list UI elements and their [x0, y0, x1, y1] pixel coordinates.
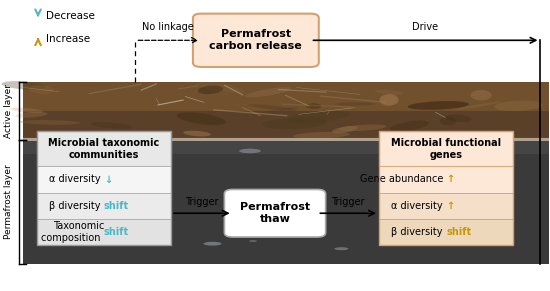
- Text: Active layer: Active layer: [4, 84, 13, 138]
- Ellipse shape: [15, 112, 48, 118]
- Text: shift: shift: [104, 201, 129, 211]
- FancyBboxPatch shape: [37, 166, 171, 193]
- Ellipse shape: [183, 131, 211, 136]
- Ellipse shape: [375, 90, 403, 95]
- Text: ↑: ↑: [446, 201, 454, 211]
- Ellipse shape: [56, 167, 68, 170]
- Ellipse shape: [440, 117, 456, 125]
- Ellipse shape: [249, 240, 257, 242]
- Ellipse shape: [336, 102, 376, 106]
- Ellipse shape: [266, 107, 299, 113]
- FancyBboxPatch shape: [379, 131, 513, 166]
- Ellipse shape: [338, 125, 387, 131]
- Ellipse shape: [148, 198, 163, 201]
- Ellipse shape: [29, 85, 54, 94]
- Text: Permafrost
carbon release: Permafrost carbon release: [210, 29, 302, 51]
- FancyBboxPatch shape: [23, 82, 548, 111]
- Ellipse shape: [390, 120, 429, 132]
- Text: β diversity: β diversity: [392, 227, 446, 237]
- Text: ↑: ↑: [446, 175, 454, 184]
- Ellipse shape: [293, 132, 350, 139]
- Ellipse shape: [249, 104, 297, 111]
- Text: Increase: Increase: [46, 34, 90, 44]
- Ellipse shape: [287, 111, 350, 123]
- Text: Trigger: Trigger: [332, 198, 365, 207]
- Text: shift: shift: [104, 227, 129, 237]
- FancyBboxPatch shape: [23, 137, 548, 154]
- Ellipse shape: [196, 82, 244, 93]
- Text: shift: shift: [446, 227, 471, 237]
- Text: Decrease: Decrease: [46, 11, 95, 21]
- Ellipse shape: [261, 194, 283, 204]
- FancyBboxPatch shape: [23, 140, 548, 264]
- Text: ↓: ↓: [104, 175, 112, 184]
- FancyBboxPatch shape: [37, 219, 171, 245]
- FancyBboxPatch shape: [379, 219, 513, 245]
- Ellipse shape: [198, 86, 223, 94]
- Ellipse shape: [91, 122, 132, 129]
- Text: Permafrost
thaw: Permafrost thaw: [240, 203, 310, 224]
- Ellipse shape: [366, 212, 373, 214]
- Ellipse shape: [10, 108, 43, 113]
- Ellipse shape: [446, 114, 471, 122]
- FancyBboxPatch shape: [379, 193, 513, 219]
- FancyBboxPatch shape: [193, 14, 319, 67]
- Ellipse shape: [424, 193, 436, 196]
- Ellipse shape: [239, 149, 261, 153]
- Text: No linkage: No linkage: [142, 22, 194, 32]
- FancyBboxPatch shape: [224, 189, 326, 237]
- Text: Taxonomic
composition: Taxonomic composition: [41, 221, 104, 243]
- FancyBboxPatch shape: [37, 131, 171, 166]
- Text: Permafrost layer: Permafrost layer: [4, 164, 13, 239]
- Text: Gene abundance: Gene abundance: [360, 175, 446, 184]
- Ellipse shape: [497, 131, 518, 134]
- Ellipse shape: [262, 118, 327, 129]
- FancyBboxPatch shape: [23, 82, 548, 140]
- Ellipse shape: [255, 191, 290, 207]
- Ellipse shape: [2, 81, 46, 90]
- Text: β diversity: β diversity: [50, 201, 104, 211]
- FancyBboxPatch shape: [23, 138, 548, 141]
- Text: α diversity: α diversity: [391, 201, 446, 211]
- Text: α diversity: α diversity: [50, 175, 104, 184]
- Ellipse shape: [379, 94, 399, 106]
- Text: Microbial functional
genes: Microbial functional genes: [391, 138, 501, 159]
- Ellipse shape: [471, 90, 492, 100]
- Text: Trigger: Trigger: [185, 198, 218, 207]
- Ellipse shape: [332, 126, 358, 133]
- Ellipse shape: [450, 171, 463, 174]
- Ellipse shape: [79, 171, 92, 174]
- FancyBboxPatch shape: [379, 166, 513, 193]
- Text: Microbial taxonomic
communities: Microbial taxonomic communities: [48, 138, 160, 159]
- Ellipse shape: [455, 102, 502, 110]
- Ellipse shape: [306, 103, 321, 109]
- Text: Drive: Drive: [412, 22, 438, 32]
- Ellipse shape: [20, 120, 81, 125]
- Ellipse shape: [494, 100, 543, 111]
- Ellipse shape: [177, 112, 226, 125]
- Ellipse shape: [456, 186, 479, 191]
- Ellipse shape: [408, 101, 469, 110]
- Ellipse shape: [246, 87, 292, 97]
- Ellipse shape: [72, 175, 80, 177]
- Ellipse shape: [204, 242, 222, 246]
- FancyBboxPatch shape: [37, 193, 171, 219]
- Ellipse shape: [334, 247, 348, 250]
